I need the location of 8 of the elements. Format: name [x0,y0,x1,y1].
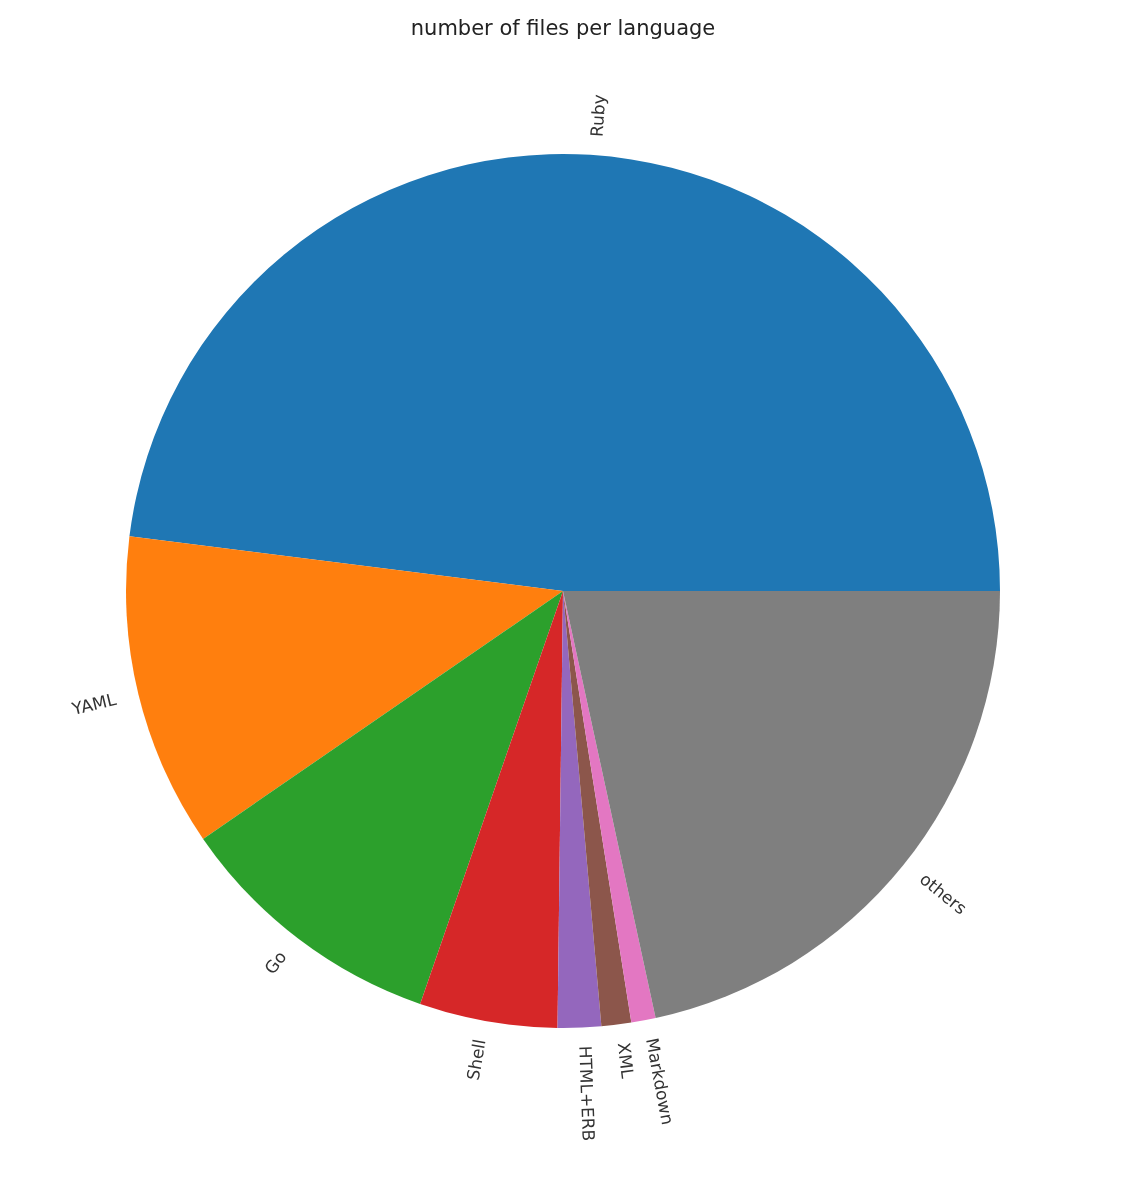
slice-label: Go [260,947,291,978]
slice-label: Markdown [642,1036,678,1127]
slice-label: Ruby [586,93,610,138]
slice-label: Shell [462,1037,490,1082]
slice-label: HTML+ERB [575,1045,599,1142]
chart-title: number of files per language [410,15,716,40]
slice-label: YAML [69,688,119,720]
slice-label: XML [613,1041,638,1080]
